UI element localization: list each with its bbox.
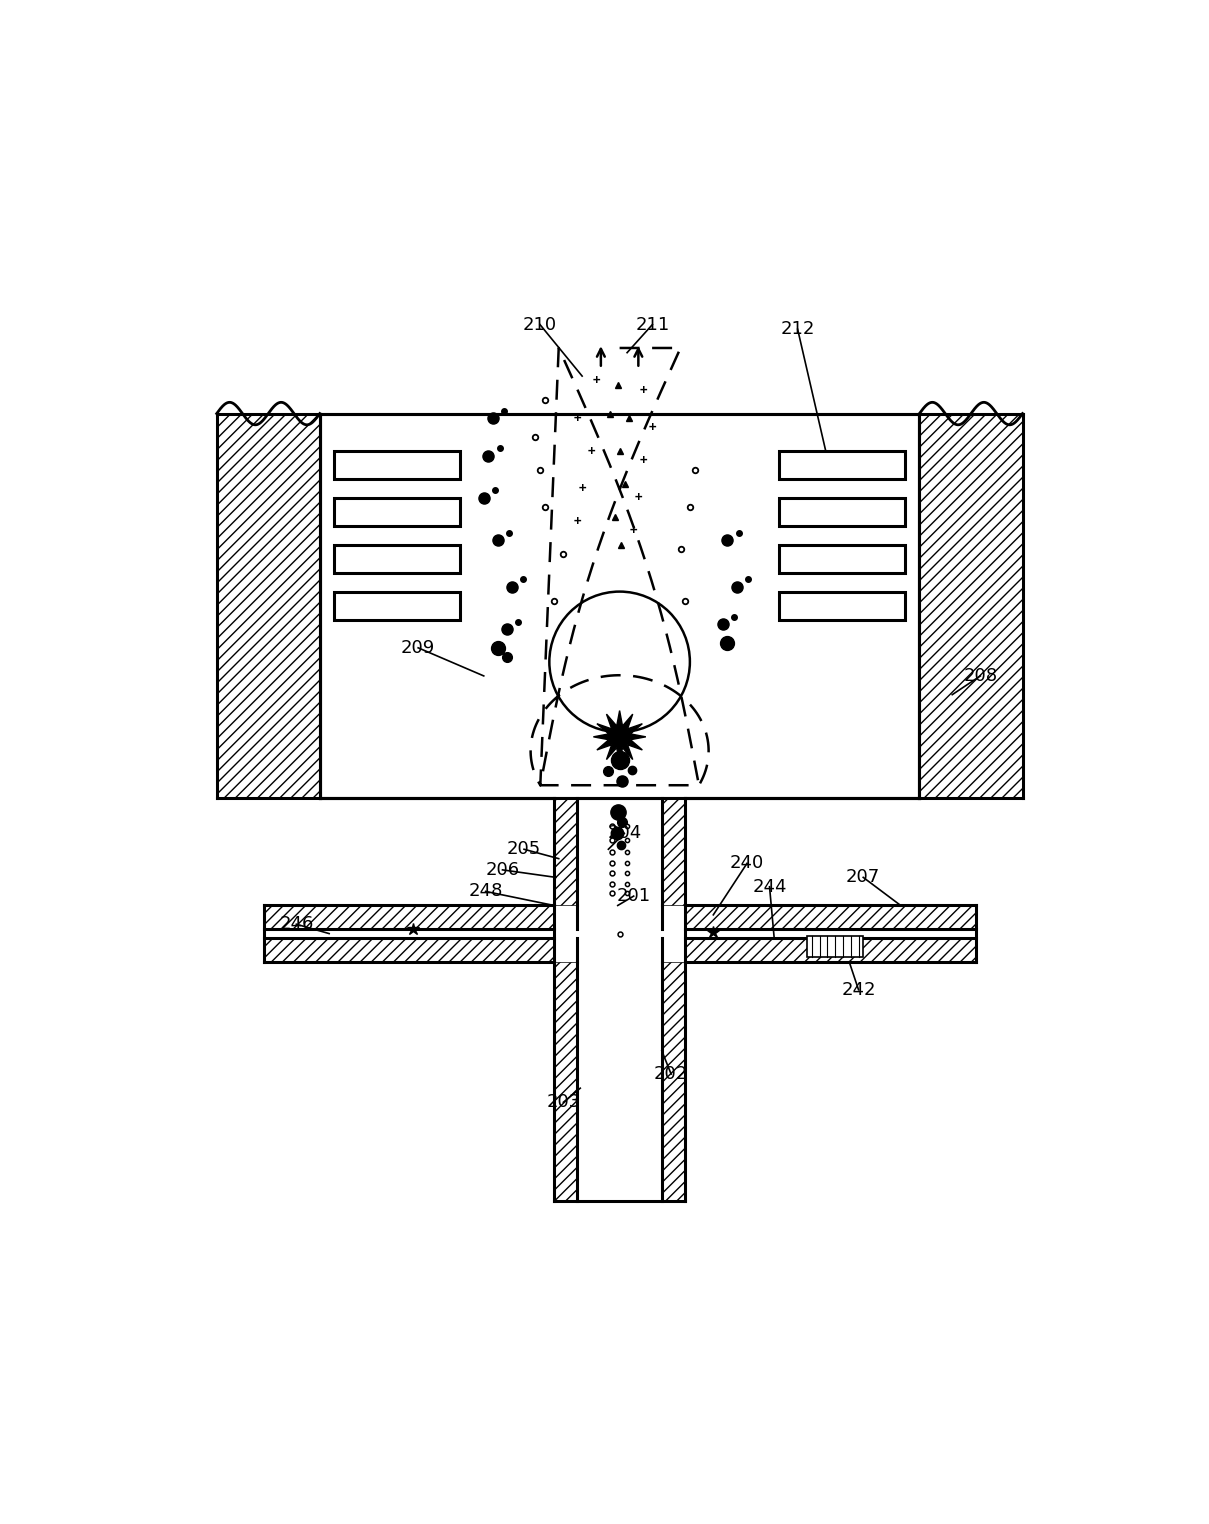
Text: +: +: [588, 445, 595, 457]
Text: +: +: [578, 482, 586, 495]
Text: 242: 242: [841, 981, 875, 998]
Bar: [779, 591, 906, 620]
Bar: [216, 413, 319, 797]
Bar: [686, 905, 976, 930]
Bar: [554, 962, 578, 1201]
Bar: [264, 905, 554, 930]
Text: +: +: [574, 515, 582, 527]
Bar: [808, 936, 863, 957]
Text: 203: 203: [546, 1093, 580, 1111]
Text: 244: 244: [752, 878, 787, 896]
Text: +: +: [574, 411, 582, 425]
Text: +: +: [640, 384, 647, 396]
Bar: [334, 498, 461, 526]
Bar: [334, 544, 461, 573]
Bar: [334, 451, 461, 479]
Bar: [661, 797, 686, 905]
Text: 207: 207: [846, 869, 880, 887]
Text: 202: 202: [654, 1065, 688, 1084]
Text: 204: 204: [607, 824, 642, 843]
Text: +: +: [649, 421, 656, 434]
Text: 201: 201: [617, 887, 650, 905]
Bar: [686, 939, 976, 962]
Bar: [264, 939, 554, 962]
Text: 240: 240: [730, 855, 764, 872]
Polygon shape: [594, 710, 646, 764]
Text: +: +: [640, 454, 647, 466]
Text: 208: 208: [964, 668, 997, 684]
Bar: [334, 591, 461, 620]
Bar: [661, 962, 686, 1201]
Bar: [779, 498, 906, 526]
Text: 248: 248: [468, 882, 503, 901]
Text: 210: 210: [523, 315, 557, 334]
Text: 206: 206: [486, 861, 520, 879]
Text: 211: 211: [635, 315, 670, 334]
Bar: [779, 451, 906, 479]
Text: 212: 212: [781, 320, 815, 338]
Text: +: +: [592, 375, 600, 387]
Text: +: +: [635, 491, 642, 504]
Text: +: +: [630, 524, 637, 536]
Text: 209: 209: [401, 639, 435, 657]
Bar: [554, 797, 578, 905]
Text: 205: 205: [507, 840, 542, 858]
Bar: [920, 413, 1023, 797]
Bar: [779, 544, 906, 573]
Bar: [319, 413, 920, 797]
Text: 246: 246: [279, 916, 313, 933]
